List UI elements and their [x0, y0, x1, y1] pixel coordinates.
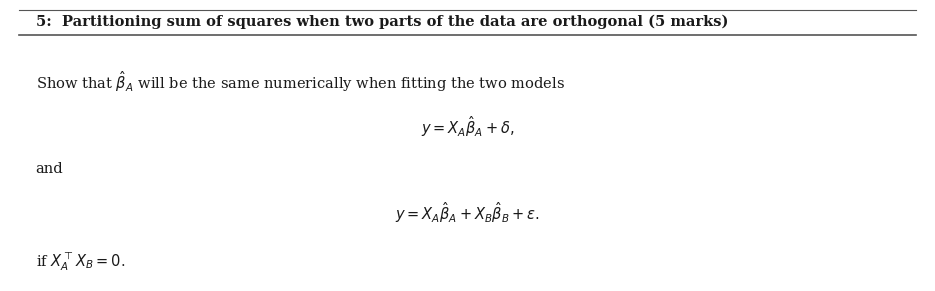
Text: and: and	[36, 162, 64, 176]
Text: $y = X_A\hat{\beta}_A + \delta,$: $y = X_A\hat{\beta}_A + \delta,$	[421, 114, 514, 139]
Text: 5:  Partitioning sum of squares when two parts of the data are orthogonal (5 mar: 5: Partitioning sum of squares when two …	[36, 15, 728, 29]
Text: Show that $\hat{\beta}_A$ will be the same numerically when fitting the two mode: Show that $\hat{\beta}_A$ will be the sa…	[36, 69, 565, 94]
Text: if $X_A^{\top}X_B = 0$.: if $X_A^{\top}X_B = 0$.	[36, 251, 124, 273]
Text: $y = X_A\hat{\beta}_A + X_B\hat{\beta}_B + \epsilon.$: $y = X_A\hat{\beta}_A + X_B\hat{\beta}_B…	[396, 200, 539, 225]
